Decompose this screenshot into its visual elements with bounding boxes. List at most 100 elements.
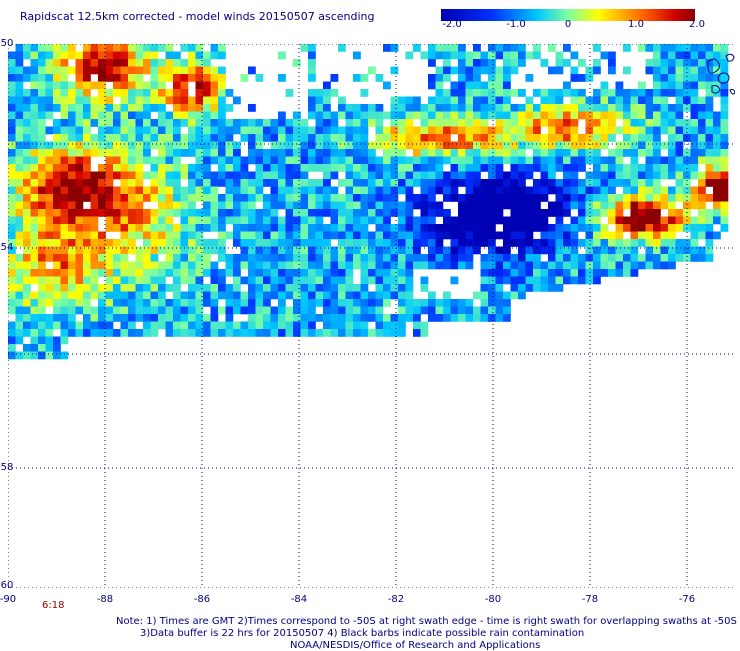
wind-cell: [443, 171, 451, 180]
wind-cell: [60, 149, 69, 157]
wind-cell: [623, 44, 631, 52]
wind-cell: [308, 96, 316, 105]
wind-cell: [293, 314, 301, 322]
wind-cell: [203, 164, 211, 172]
wind-cell: [465, 134, 474, 142]
wind-cell: [38, 209, 46, 217]
wind-cell: [83, 216, 91, 225]
wind-cell: [60, 96, 69, 105]
wind-cell: [450, 239, 459, 247]
wind-cell: [443, 156, 451, 165]
wind-cell: [428, 59, 436, 67]
wind-cell: [720, 164, 729, 172]
wind-cell: [383, 156, 391, 165]
wind-cell: [383, 291, 391, 300]
wind-cell: [105, 194, 114, 202]
wind-cell: [353, 254, 361, 262]
wind-cell: [360, 284, 369, 292]
wind-cell: [593, 44, 601, 52]
wind-cell: [158, 314, 166, 322]
wind-cell: [128, 74, 136, 82]
wind-cell: [660, 186, 669, 195]
wind-cell: [623, 246, 631, 255]
wind-cell: [308, 51, 316, 60]
wind-cell: [270, 216, 279, 225]
wind-cell: [53, 44, 61, 52]
wind-cell: [720, 171, 729, 180]
wind-cell: [668, 104, 676, 112]
wind-cell: [233, 306, 241, 315]
wind-cell: [30, 351, 39, 360]
wind-cell: [195, 134, 204, 142]
wind-cell: [383, 81, 391, 90]
wind-cell: [188, 51, 196, 60]
wind-cell: [480, 314, 489, 322]
wind-cell: [570, 111, 579, 120]
wind-cell: [330, 254, 339, 262]
wind-cell: [285, 329, 294, 337]
wind-cell: [413, 179, 421, 187]
wind-cell: [390, 269, 399, 277]
wind-cell: [188, 276, 196, 285]
wind-cell: [518, 149, 526, 157]
wind-cell: [330, 321, 339, 330]
wind-cell: [278, 51, 286, 60]
wind-cell: [540, 59, 549, 67]
wind-cell: [458, 254, 466, 262]
wind-cell: [158, 224, 166, 232]
wind-cell: [645, 216, 654, 225]
wind-cell: [158, 66, 166, 75]
wind-cell: [165, 134, 174, 142]
wind-cell: [645, 149, 654, 157]
wind-cell: [30, 179, 39, 187]
wind-cell: [653, 239, 661, 247]
wind-cell: [120, 59, 129, 67]
wind-cell: [705, 164, 714, 172]
wind-cell: [75, 246, 84, 255]
wind-cell: [98, 179, 106, 187]
wind-cell: [533, 209, 541, 217]
wind-cell: [345, 126, 354, 135]
wind-cell: [173, 81, 181, 90]
wind-cell: [570, 96, 579, 105]
wind-cell: [645, 104, 654, 112]
wind-cell: [150, 299, 159, 307]
wind-cell: [248, 134, 256, 142]
wind-cell: [593, 246, 601, 255]
wind-cell: [555, 269, 564, 277]
wind-cell: [8, 254, 16, 262]
wind-cell: [23, 126, 31, 135]
wind-cell: [645, 186, 654, 195]
wind-cell: [713, 156, 721, 165]
wind-cell: [75, 209, 84, 217]
wind-cell: [23, 149, 31, 157]
wind-cell: [473, 81, 481, 90]
wind-cell: [113, 134, 121, 142]
wind-cell: [248, 284, 256, 292]
wind-cell: [15, 306, 24, 315]
wind-cell: [30, 246, 39, 255]
wind-cell: [143, 231, 151, 240]
wind-cell: [75, 119, 84, 127]
wind-cell: [38, 351, 46, 360]
wind-cell: [218, 171, 226, 180]
wind-cell: [623, 111, 631, 120]
wind-cell: [203, 134, 211, 142]
wind-cell: [113, 269, 121, 277]
wind-cell: [720, 224, 729, 232]
wind-cell: [458, 299, 466, 307]
wind-cell: [653, 134, 661, 142]
wind-cell: [683, 104, 691, 112]
wind-cell: [675, 156, 684, 165]
wind-cell: [23, 284, 31, 292]
wind-cell: [458, 239, 466, 247]
wind-cell: [203, 261, 211, 270]
wind-cell: [263, 299, 271, 307]
wind-cell: [533, 51, 541, 60]
wind-cell: [23, 254, 31, 262]
wind-cell: [188, 224, 196, 232]
wind-cell: [203, 291, 211, 300]
wind-cell: [293, 246, 301, 255]
lat-label-60: -60: [0, 580, 14, 591]
wind-cell: [23, 134, 31, 142]
